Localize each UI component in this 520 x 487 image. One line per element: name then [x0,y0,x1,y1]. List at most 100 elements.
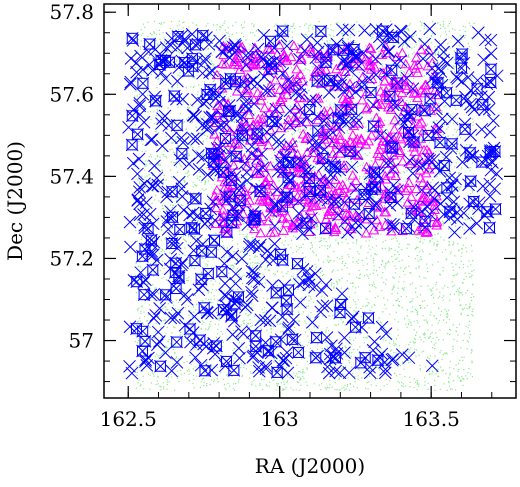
cross-source [334,103,348,117]
cross-source [350,116,364,130]
triangle-source [295,69,306,79]
boxed-cross-source [139,335,151,347]
cross-source [241,50,254,64]
triangle-source [305,46,316,56]
cross-source [378,366,392,380]
cross-source [270,114,284,128]
cross-source [150,171,164,185]
triangle-source [380,206,392,217]
cross-source [327,195,341,208]
triangle-source [345,223,357,234]
cross-source [281,366,295,380]
cross-source [166,210,179,224]
cross-source [125,109,139,123]
cross-source [194,272,208,286]
cross-source [459,94,473,108]
cross-source [320,331,334,344]
boxed-cross-source [270,287,282,299]
cross-source [439,150,453,164]
cross-source [192,162,206,176]
cross-source [123,77,137,91]
cross-source [241,103,255,116]
triangle-source [431,216,443,226]
cross-source [255,183,268,196]
boxed-cross-source [468,195,480,207]
cross-source [229,150,243,163]
cross-source [343,145,357,158]
triangle-source [232,138,244,149]
cross-source [418,104,432,118]
triangle-source [410,183,422,194]
triangle-source [229,137,241,148]
boxed-cross-source [464,147,476,159]
cross-source [416,52,430,66]
boxed-cross-source [142,222,154,234]
cross-source [266,279,279,293]
cross-source [180,293,194,306]
cross-source [220,225,234,239]
cross-source [379,67,393,81]
cross-source [425,359,439,373]
cross-source [206,341,220,355]
boxed-cross-source [434,137,446,149]
cross-source [463,222,476,235]
triangle-source [255,90,267,100]
cross-source [278,82,292,96]
triangle-source [334,130,345,140]
cross-source [313,173,327,187]
cross-source [242,46,255,60]
triangle-source [331,63,342,74]
cross-source [479,154,493,167]
cross-source [176,92,190,106]
cross-source [201,214,214,228]
boxed-cross-source [126,110,138,122]
cross-source [483,125,497,139]
y-axis-label: Dec (J2000) [3,141,27,261]
boxed-cross-source [172,31,184,43]
cross-source [459,144,473,157]
cross-source [125,138,139,152]
triangle-source [229,171,241,181]
cross-source [402,124,416,138]
cross-source [259,84,273,98]
triangle-source [330,224,342,234]
cross-source [282,321,296,335]
cross-source [172,61,186,74]
cross-source [245,147,259,161]
cross-source [403,135,416,149]
boxed-cross-source [368,120,380,132]
cross-source [186,206,200,220]
cross-source [464,84,478,97]
x-tick-label: 163 [261,407,299,431]
cross-source [190,234,203,248]
triangle-source [215,211,226,221]
cross-source [161,185,175,199]
cross-source [123,320,137,334]
boxed-cross-source [310,352,322,364]
cross-source [311,349,324,363]
boxed-cross-source [228,364,240,376]
triangle-source [255,157,266,167]
cross-source [224,146,237,160]
boxed-cross-source [250,330,262,342]
cross-source [145,133,159,146]
triangle-source [396,47,408,58]
cross-source [197,301,211,315]
cross-source [233,351,246,365]
cross-source [130,275,144,289]
cross-source [215,265,229,279]
cross-source [175,147,189,161]
triangle-source [400,185,412,195]
cross-source [210,339,223,353]
cross-source [226,201,240,215]
cross-source [366,343,380,357]
cross-source [262,84,276,98]
cross-source [429,160,443,173]
cross-source [276,200,289,214]
cross-source [138,335,152,348]
boxed-cross-source [234,195,246,207]
cross-source [441,56,454,70]
triangle-source [392,184,404,195]
cross-source [349,223,362,236]
cross-source [331,111,345,125]
